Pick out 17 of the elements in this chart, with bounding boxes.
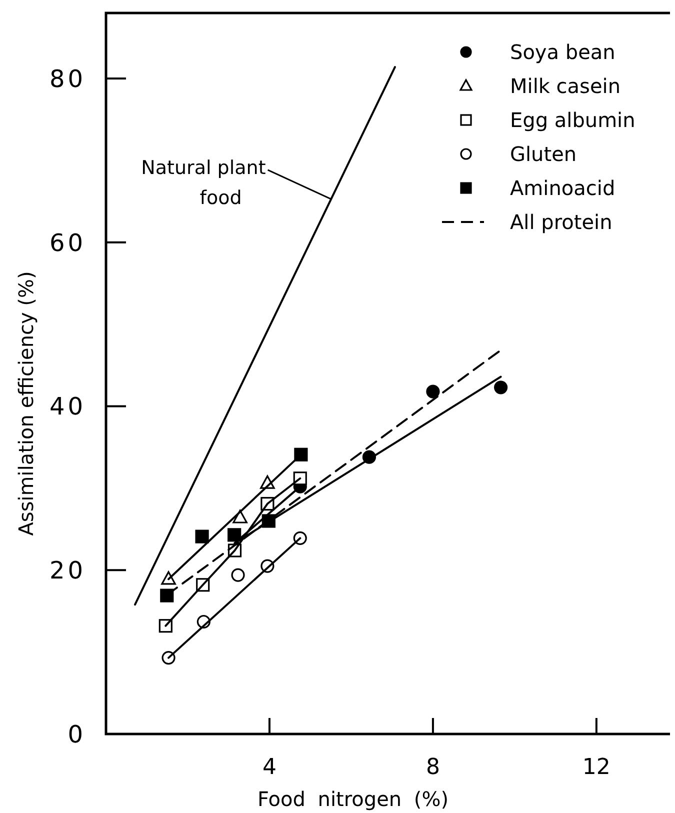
annotation: Natural plant food [141,156,266,209]
y-tick-label: 60 [49,228,86,257]
y-tick-label: 0 [68,720,86,748]
legend-label: All protein [510,210,612,234]
x-tick-label: 4 [262,755,276,780]
legend-label: Milk casein [510,74,621,98]
x-tick-label: 12 [582,755,610,780]
y-tick-label: 40 [49,392,86,421]
y-axis-title: Assimilation efficiency (%) [14,271,38,536]
legend-label: Egg albumin [510,108,636,132]
x-tick-label: 8 [426,755,440,780]
y-tick-label: 20 [49,556,86,585]
legend-label: Aminoacid [510,176,616,200]
y-tick-label: 80 [49,64,86,93]
legend-label: Soya bean [510,40,616,64]
legend-label: Gluten [510,142,577,166]
x-axis-title: Food nitrogen (%) [257,787,449,811]
